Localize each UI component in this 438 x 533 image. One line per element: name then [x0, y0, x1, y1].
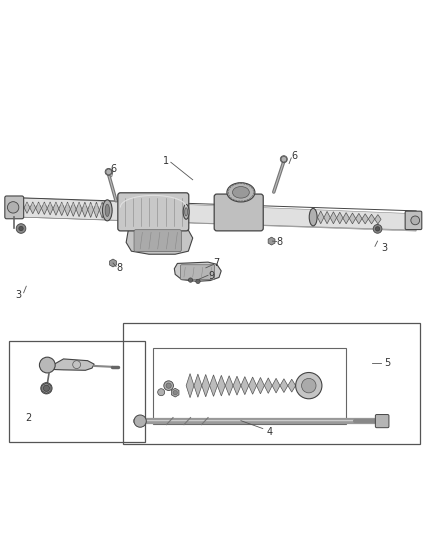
Circle shape [158, 389, 165, 395]
Text: 9: 9 [208, 271, 215, 281]
Polygon shape [374, 215, 381, 224]
FancyBboxPatch shape [134, 230, 181, 252]
Polygon shape [42, 202, 47, 214]
Polygon shape [64, 202, 71, 216]
Polygon shape [233, 376, 241, 395]
Polygon shape [59, 202, 64, 216]
Text: 5: 5 [385, 358, 391, 368]
Polygon shape [350, 213, 356, 224]
Polygon shape [210, 375, 217, 397]
Polygon shape [257, 377, 265, 394]
Polygon shape [76, 202, 82, 217]
Polygon shape [324, 212, 330, 224]
Polygon shape [82, 202, 88, 217]
Circle shape [301, 378, 316, 393]
Ellipse shape [233, 187, 249, 198]
Polygon shape [126, 225, 193, 254]
Ellipse shape [309, 208, 317, 226]
Polygon shape [99, 202, 105, 218]
Polygon shape [186, 374, 194, 398]
Circle shape [43, 385, 49, 391]
Text: 6: 6 [110, 164, 116, 174]
Ellipse shape [183, 205, 189, 219]
Circle shape [134, 415, 146, 427]
Polygon shape [356, 213, 362, 224]
Circle shape [280, 156, 287, 163]
FancyBboxPatch shape [405, 211, 422, 230]
Polygon shape [265, 378, 272, 393]
Circle shape [7, 201, 19, 213]
Circle shape [173, 391, 177, 395]
Ellipse shape [105, 204, 110, 216]
Polygon shape [88, 202, 94, 217]
Ellipse shape [102, 200, 112, 221]
Polygon shape [343, 213, 350, 224]
Polygon shape [249, 377, 257, 394]
Circle shape [166, 383, 171, 388]
Ellipse shape [185, 208, 187, 216]
Polygon shape [241, 377, 249, 394]
Polygon shape [18, 198, 416, 231]
Bar [123, 324, 420, 444]
Polygon shape [280, 379, 288, 392]
Polygon shape [362, 214, 368, 224]
FancyBboxPatch shape [214, 194, 263, 231]
Polygon shape [217, 375, 225, 396]
Polygon shape [53, 202, 59, 215]
Text: 7: 7 [214, 259, 220, 269]
Circle shape [16, 224, 26, 233]
Ellipse shape [227, 183, 255, 202]
Polygon shape [24, 202, 30, 213]
Text: 2: 2 [25, 414, 32, 424]
Text: 4: 4 [266, 426, 272, 437]
FancyBboxPatch shape [5, 196, 24, 219]
Circle shape [41, 383, 52, 394]
Circle shape [196, 279, 200, 284]
FancyBboxPatch shape [375, 415, 389, 427]
Polygon shape [225, 376, 233, 395]
FancyBboxPatch shape [180, 265, 215, 280]
FancyBboxPatch shape [118, 193, 189, 231]
Text: 8: 8 [116, 263, 122, 273]
Text: 1: 1 [163, 156, 170, 166]
Polygon shape [174, 262, 221, 281]
Polygon shape [50, 359, 94, 370]
Circle shape [19, 227, 23, 231]
Polygon shape [194, 374, 202, 397]
Circle shape [105, 168, 112, 175]
Circle shape [188, 278, 193, 282]
Text: 3: 3 [381, 243, 387, 253]
Polygon shape [71, 202, 76, 216]
Polygon shape [318, 211, 324, 224]
Circle shape [296, 373, 322, 399]
Polygon shape [94, 202, 99, 218]
Polygon shape [35, 202, 42, 214]
Circle shape [411, 216, 420, 225]
Bar [9, 341, 145, 442]
Polygon shape [288, 379, 296, 392]
Circle shape [39, 357, 55, 373]
Text: 8: 8 [276, 237, 283, 247]
Polygon shape [336, 212, 343, 224]
Text: 3: 3 [15, 289, 21, 300]
Polygon shape [202, 375, 210, 397]
Text: 6: 6 [291, 151, 297, 160]
Circle shape [373, 224, 382, 233]
Polygon shape [330, 212, 336, 224]
Circle shape [375, 227, 380, 231]
Polygon shape [272, 378, 280, 393]
Polygon shape [30, 202, 35, 214]
Polygon shape [368, 214, 374, 224]
Bar [153, 348, 346, 424]
Circle shape [164, 381, 173, 391]
Polygon shape [47, 202, 53, 215]
